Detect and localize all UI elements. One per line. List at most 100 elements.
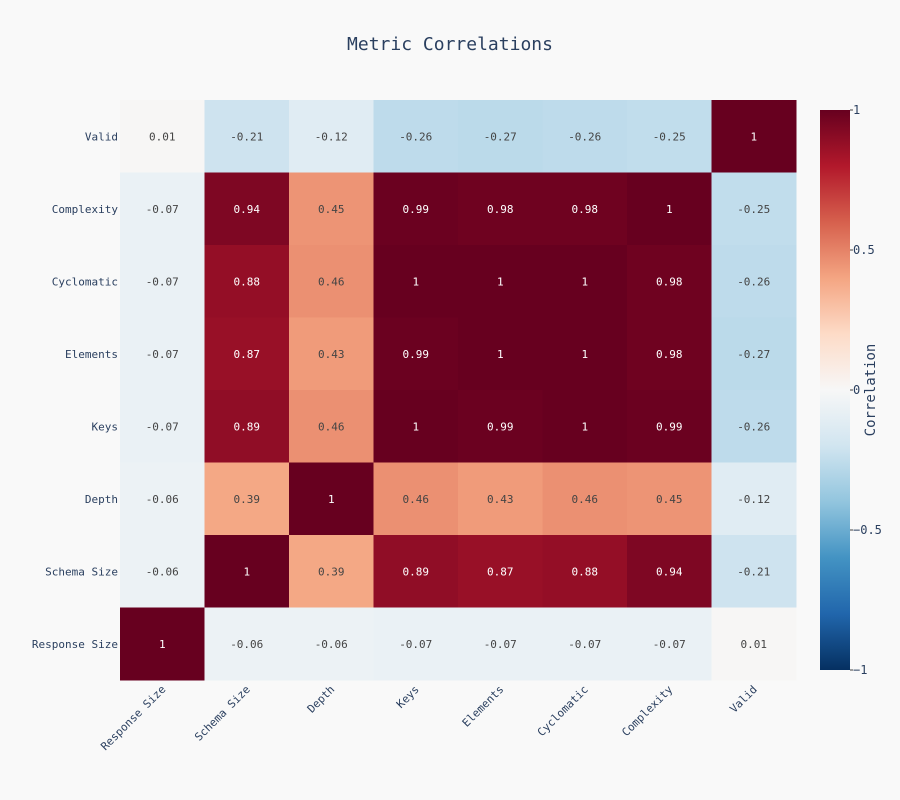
cell-label: -0.27 <box>484 130 517 143</box>
cell-label: 0.98 <box>572 203 599 216</box>
heatmap-cell <box>711 390 797 463</box>
cell-label: 0.94 <box>656 565 683 578</box>
cell-label: 1 <box>328 493 335 506</box>
heatmap-cell <box>373 317 459 391</box>
heatmap-cell <box>120 462 205 536</box>
heatmap-cell <box>627 245 712 318</box>
heatmap-cell <box>373 607 459 681</box>
x-tick-label: Schema Size <box>192 683 253 744</box>
heatmap-cell <box>373 172 459 246</box>
cell-label: 0.88 <box>234 275 261 288</box>
heatmap-cell <box>120 172 205 246</box>
cell-label: -0.21 <box>737 565 770 578</box>
y-tick-label: Valid <box>85 130 118 143</box>
cell-label: -0.27 <box>737 348 770 361</box>
y-tick-label: Cyclomatic <box>52 275 118 288</box>
cell-label: 0.99 <box>403 203 430 216</box>
heatmap-cell <box>289 607 374 681</box>
heatmap-cell <box>204 535 290 608</box>
cell-label: 0.98 <box>487 203 514 216</box>
y-tick-label: Elements <box>65 348 118 361</box>
cell-label: 0.43 <box>318 348 345 361</box>
heatmap-cell <box>458 317 543 391</box>
heatmap-cell <box>289 245 374 318</box>
heatmap-cell <box>120 390 205 463</box>
cell-label: 1 <box>750 130 757 143</box>
heatmap-cell <box>627 607 712 681</box>
y-tick-label: Keys <box>92 420 119 433</box>
cell-label: -0.25 <box>653 130 686 143</box>
cell-label: -0.07 <box>146 420 179 433</box>
colorbar-tick-label: 0 <box>853 383 860 397</box>
cell-label: -0.06 <box>230 638 263 651</box>
heatmap-cell <box>458 172 543 246</box>
cell-label: -0.07 <box>568 638 601 651</box>
cell-label: -0.26 <box>399 130 432 143</box>
cell-label: -0.07 <box>146 203 179 216</box>
cell-label: -0.07 <box>146 275 179 288</box>
cell-label: -0.26 <box>737 275 770 288</box>
cell-label: 0.43 <box>487 493 514 506</box>
cell-label: 0.98 <box>656 275 683 288</box>
x-tick-label: Depth <box>305 683 338 716</box>
heatmap-cell <box>120 607 205 681</box>
cell-label: -0.25 <box>737 203 770 216</box>
chart-title: Metric Correlations <box>347 34 553 55</box>
heatmap-cell <box>542 607 628 681</box>
cell-label: 0.88 <box>572 565 599 578</box>
cell-label: 0.45 <box>656 493 683 506</box>
heatmap-cell <box>458 535 543 608</box>
cell-label: 0.46 <box>318 275 345 288</box>
cell-label: 1 <box>666 203 673 216</box>
heatmap-cell <box>373 245 459 318</box>
heatmap-cell <box>289 172 374 246</box>
cell-label: 1 <box>159 638 166 651</box>
heatmap-cell <box>627 100 712 173</box>
cell-label: 0.87 <box>234 348 261 361</box>
heatmap-cell <box>204 245 290 318</box>
cell-label: 1 <box>581 420 588 433</box>
cell-label: -0.12 <box>737 493 770 506</box>
cell-label: 0.45 <box>318 203 345 216</box>
y-tick-label: Response Size <box>32 638 118 651</box>
cell-label: 0.99 <box>403 348 430 361</box>
cell-label: 0.46 <box>318 420 345 433</box>
heatmap-cell <box>711 245 797 318</box>
cell-label: 0.01 <box>149 130 176 143</box>
colorbar-tick-label: −1 <box>853 663 867 677</box>
cell-label: 1 <box>412 275 419 288</box>
x-tick-label: Valid <box>727 683 760 716</box>
cell-label: 0.99 <box>656 420 683 433</box>
heatmap-cell <box>204 172 290 246</box>
cell-label: -0.07 <box>653 638 686 651</box>
heatmap-cell <box>458 245 543 318</box>
heatmap-cell <box>627 390 712 463</box>
cell-label: -0.07 <box>484 638 517 651</box>
heatmap-cell <box>120 245 205 318</box>
cell-label: 1 <box>497 275 504 288</box>
cell-label: 1 <box>581 275 588 288</box>
cell-label: 0.39 <box>234 493 261 506</box>
heatmap-cell <box>458 607 543 681</box>
cell-label: 0.94 <box>234 203 261 216</box>
heatmap-cell <box>627 172 712 246</box>
cell-label: 0.99 <box>487 420 514 433</box>
cell-label: 1 <box>412 420 419 433</box>
cell-label: 0.89 <box>234 420 261 433</box>
cell-label: -0.06 <box>146 493 179 506</box>
colorbar-title: Correlation <box>863 344 879 437</box>
cell-label: -0.06 <box>315 638 348 651</box>
heatmap-cell <box>711 317 797 391</box>
heatmap-cell <box>289 390 374 463</box>
cell-label: -0.12 <box>315 130 348 143</box>
heatmap-cell <box>373 390 459 463</box>
heatmap-cell <box>373 100 459 173</box>
cell-label: 0.46 <box>403 493 430 506</box>
heatmap-cell <box>120 535 205 608</box>
x-tick-label: Complexity <box>619 683 675 739</box>
heatmap-cell <box>542 245 628 318</box>
x-tick-label: Cyclomatic <box>535 683 591 739</box>
cell-label: -0.07 <box>399 638 432 651</box>
heatmap-cell <box>458 462 543 536</box>
